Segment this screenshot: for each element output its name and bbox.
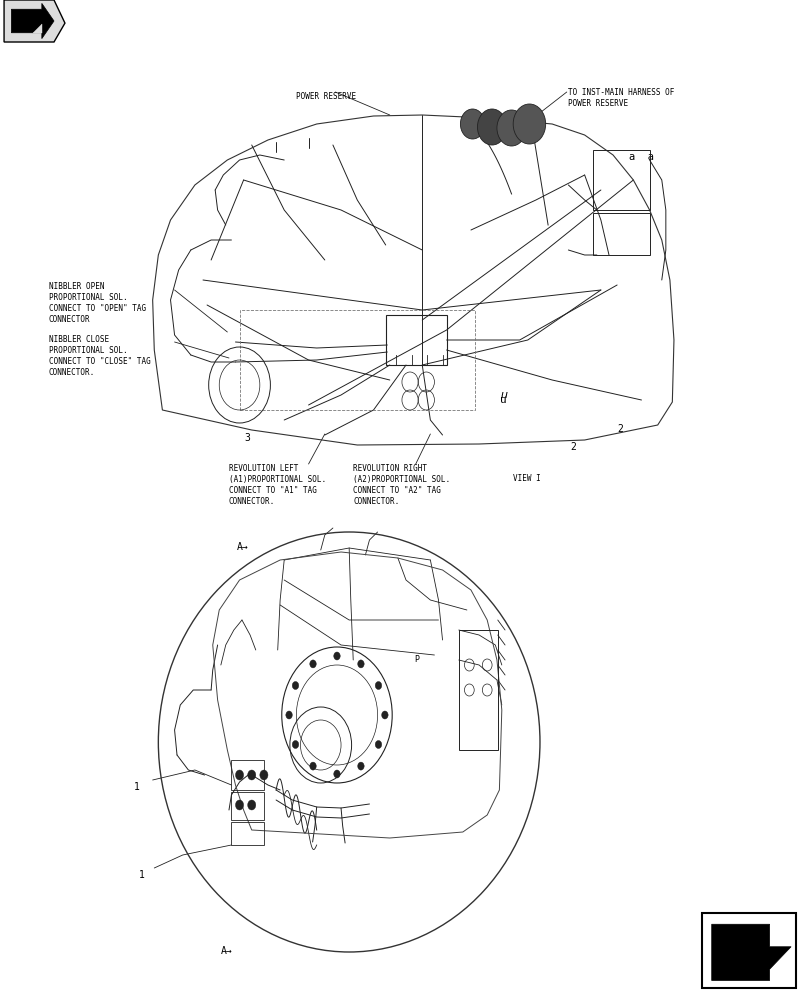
Text: u: u xyxy=(500,390,506,400)
Text: 3: 3 xyxy=(243,433,250,443)
Circle shape xyxy=(333,770,340,778)
Polygon shape xyxy=(4,0,65,42)
Circle shape xyxy=(285,711,292,719)
Text: POWER RESERVE: POWER RESERVE xyxy=(296,92,356,101)
Circle shape xyxy=(309,762,315,770)
Bar xyxy=(385,315,446,365)
Polygon shape xyxy=(11,3,54,39)
Circle shape xyxy=(260,770,268,780)
Circle shape xyxy=(477,109,506,145)
Bar xyxy=(239,310,474,410)
Polygon shape xyxy=(33,24,42,33)
Circle shape xyxy=(310,660,316,668)
Circle shape xyxy=(496,110,526,146)
Text: VIEW I: VIEW I xyxy=(513,474,540,483)
Text: 2: 2 xyxy=(616,424,623,434)
Text: 1: 1 xyxy=(139,870,145,880)
Text: TO INST-MAIN HARNESS OF
POWER RESERVE: TO INST-MAIN HARNESS OF POWER RESERVE xyxy=(568,88,674,108)
Text: REVOLUTION LEFT
(A1)PROPORTIONAL SOL.
CONNECT TO "A1" TAG
CONNECTOR.: REVOLUTION LEFT (A1)PROPORTIONAL SOL. CO… xyxy=(229,464,326,506)
Circle shape xyxy=(235,770,243,780)
Text: NIBBLER OPEN
PROPORTIONAL SOL.
CONNECT TO "OPEN" TAG
CONNECTOR: NIBBLER OPEN PROPORTIONAL SOL. CONNECT T… xyxy=(49,282,146,324)
Text: REVOLUTION RIGHT
(A2)PROPORTIONAL SOL.
CONNECT TO "A2" TAG
CONNECTOR.: REVOLUTION RIGHT (A2)PROPORTIONAL SOL. C… xyxy=(353,464,450,506)
Bar xyxy=(592,213,649,255)
Text: NIBBLER CLOSE
PROPORTIONAL SOL.
CONNECT TO "CLOSE" TAG
CONNECTOR.: NIBBLER CLOSE PROPORTIONAL SOL. CONNECT … xyxy=(49,335,150,377)
Circle shape xyxy=(358,660,364,668)
Text: A→: A→ xyxy=(237,542,248,552)
Circle shape xyxy=(247,800,255,810)
Text: u: u xyxy=(500,395,506,405)
Bar xyxy=(702,913,795,988)
Circle shape xyxy=(358,762,364,770)
Text: a  a: a a xyxy=(629,152,654,162)
Circle shape xyxy=(513,104,545,144)
Bar xyxy=(592,150,649,210)
Bar xyxy=(231,792,264,820)
Text: P: P xyxy=(414,655,418,664)
Text: 1: 1 xyxy=(133,782,139,792)
Circle shape xyxy=(292,740,298,748)
Circle shape xyxy=(292,682,298,690)
Circle shape xyxy=(381,711,388,719)
Circle shape xyxy=(460,109,484,139)
Bar xyxy=(231,760,264,790)
Circle shape xyxy=(235,800,243,810)
Bar xyxy=(231,822,264,845)
Circle shape xyxy=(333,652,340,660)
Polygon shape xyxy=(710,924,790,980)
Circle shape xyxy=(375,682,381,690)
Text: A→: A→ xyxy=(221,946,232,956)
Bar xyxy=(458,630,497,750)
Text: 2: 2 xyxy=(569,442,576,452)
Circle shape xyxy=(247,770,255,780)
Circle shape xyxy=(375,740,381,748)
